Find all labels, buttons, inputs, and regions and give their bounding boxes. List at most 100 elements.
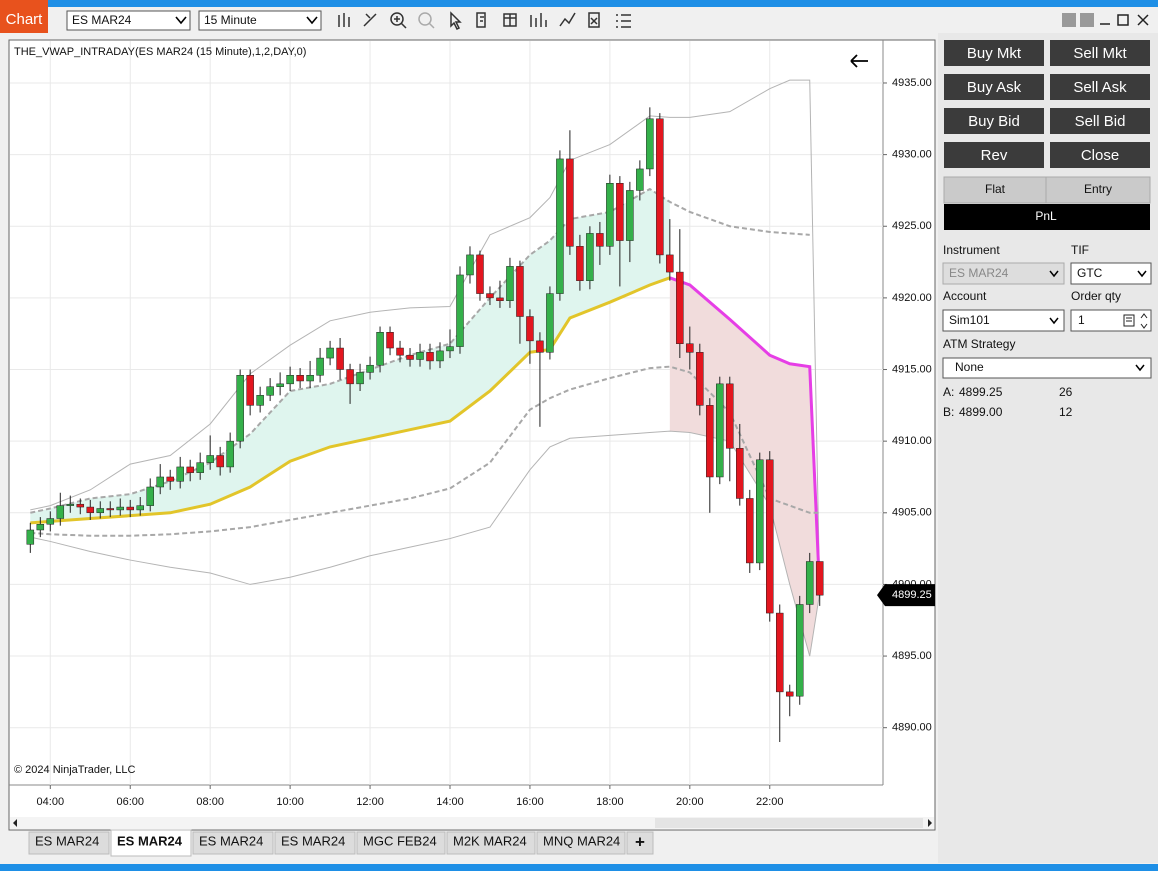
x-tick-label: 12:00 xyxy=(356,796,384,808)
tab[interactable] xyxy=(274,831,356,855)
candle-body xyxy=(286,375,294,385)
tab[interactable] xyxy=(28,831,110,855)
instrument-text: ES MAR24 xyxy=(72,13,132,27)
scroll-thumb[interactable] xyxy=(655,818,923,828)
candle-body xyxy=(656,118,664,256)
x-tick-label: 04:00 xyxy=(37,796,65,808)
tab[interactable] xyxy=(536,831,626,855)
interval-text: 15 Minute xyxy=(204,13,257,27)
label: Order qty xyxy=(1071,289,1121,303)
select-text: GTC xyxy=(1077,266,1103,280)
order-button[interactable] xyxy=(1050,108,1150,134)
order-button-label: Sell Ask xyxy=(1073,79,1127,96)
order-button[interactable] xyxy=(944,108,1044,134)
interval-select[interactable] xyxy=(198,10,322,31)
y-tick-label: 4925.00 xyxy=(892,220,932,232)
order-button[interactable] xyxy=(944,74,1044,100)
order-button[interactable] xyxy=(1050,142,1150,168)
app-button[interactable] xyxy=(0,0,48,33)
candle-body xyxy=(446,346,454,352)
spinner[interactable] xyxy=(1123,313,1148,329)
order-button[interactable] xyxy=(944,142,1044,168)
dropdown-arrows xyxy=(1049,270,1147,372)
candle-body xyxy=(795,604,804,697)
tab-label: MNQ MAR24 xyxy=(543,833,620,848)
x-tick-label: 14:00 xyxy=(436,796,464,808)
dropdown-arrow xyxy=(175,16,187,25)
plot-area xyxy=(10,41,883,785)
candle-body xyxy=(296,375,304,382)
y-tick-label: 4895.00 xyxy=(892,650,932,662)
x-tick-label: 16:00 xyxy=(516,796,544,808)
candle-body xyxy=(66,503,75,506)
candle-body xyxy=(736,448,744,499)
candle-body xyxy=(785,691,794,697)
candle-body xyxy=(386,332,394,349)
candle-body xyxy=(686,343,694,353)
candle-body xyxy=(26,529,35,545)
account-select[interactable] xyxy=(942,309,1065,332)
position-header-label: Flat xyxy=(985,182,1006,196)
tab[interactable] xyxy=(446,831,536,855)
position-header xyxy=(943,176,1151,204)
candle-body xyxy=(486,293,494,299)
top-strip xyxy=(0,0,1158,7)
order-button[interactable] xyxy=(1050,40,1150,66)
back-arrow[interactable] xyxy=(850,54,868,68)
ask-price: 4899.25 xyxy=(959,385,1003,399)
x-tick-label: 22:00 xyxy=(756,796,784,808)
candle-body xyxy=(526,316,534,342)
x-tick-label: 08:00 xyxy=(196,796,224,808)
candle-body xyxy=(636,168,644,191)
candle-body xyxy=(426,352,434,362)
app-label: Chart xyxy=(6,11,44,28)
window-controls[interactable] xyxy=(1062,13,1149,27)
y-tick-label: 4910.00 xyxy=(892,435,932,447)
select-text: None xyxy=(955,360,984,374)
toolbar-icons[interactable] xyxy=(338,11,631,31)
order-button[interactable] xyxy=(944,40,1044,66)
y-tick-label: 4930.00 xyxy=(892,149,932,161)
x-tick-label: 10:00 xyxy=(276,796,304,808)
candle-body xyxy=(706,405,714,478)
order-button[interactable] xyxy=(1050,74,1150,100)
select-text: ES MAR24 xyxy=(949,266,1009,280)
band-fill xyxy=(30,189,670,523)
instrument-select[interactable] xyxy=(66,10,191,31)
tab-label: ES MAR24 xyxy=(117,833,183,848)
candle-body xyxy=(276,383,284,387)
candle-body xyxy=(106,508,115,511)
candle-body xyxy=(416,352,424,360)
candle-body xyxy=(476,254,484,294)
candle-body xyxy=(316,357,324,376)
label: TIF xyxy=(1071,243,1089,257)
tab[interactable] xyxy=(192,831,274,855)
order-button-label: Buy Bid xyxy=(968,113,1020,130)
candle-body xyxy=(566,158,574,247)
tif-select[interactable] xyxy=(1070,262,1152,285)
candle-body xyxy=(576,246,584,281)
tab[interactable] xyxy=(356,831,446,855)
candle-body xyxy=(676,271,684,344)
candle-body xyxy=(86,506,95,514)
order-button-label: Sell Mkt xyxy=(1073,45,1127,62)
copyright: © 2024 NinjaTrader, LLC xyxy=(14,764,135,776)
indicator-line xyxy=(30,79,821,594)
candle-body xyxy=(506,266,514,302)
candle-body xyxy=(666,254,674,273)
candle-body xyxy=(226,440,234,468)
tab[interactable] xyxy=(110,829,192,857)
candle-body xyxy=(775,612,784,693)
candle-body xyxy=(76,503,85,508)
candle-body xyxy=(156,476,164,488)
candle-body xyxy=(766,459,774,614)
tab-label: M2K MAR24 xyxy=(453,833,527,848)
candle-body xyxy=(436,350,444,362)
bottom-strip xyxy=(0,864,1158,871)
instrument-select[interactable] xyxy=(942,262,1065,285)
y-tick-label: 4915.00 xyxy=(892,363,932,375)
atm-select[interactable] xyxy=(942,357,1152,379)
add-tab[interactable] xyxy=(626,831,654,855)
candle-body xyxy=(56,505,65,519)
